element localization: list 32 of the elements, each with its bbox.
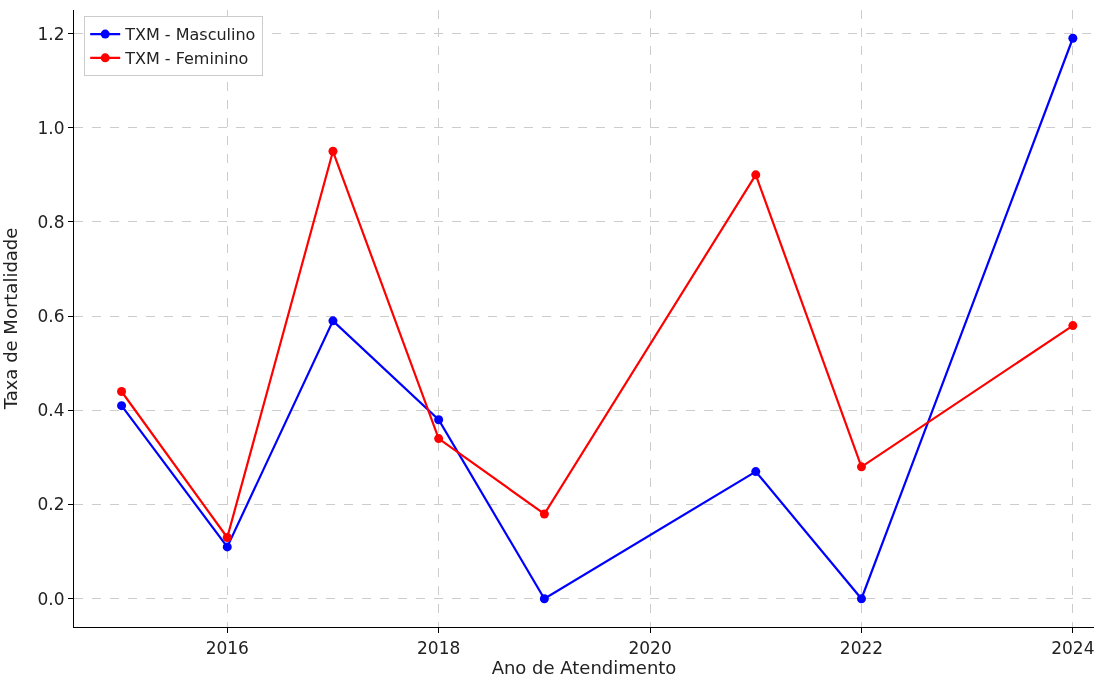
x-tick-label: 2018 [417, 637, 461, 658]
point [751, 170, 761, 180]
x-tick-label: 2022 [839, 637, 884, 658]
x-tick-label: 2024 [1051, 637, 1095, 658]
point [434, 415, 444, 425]
y-tick-label: 0.8 [37, 211, 65, 232]
y-tick-label: 0.0 [37, 588, 65, 609]
point [539, 509, 549, 519]
y-tick-label: 0.2 [37, 494, 65, 515]
x-axis-title: Ano de Atendimento [491, 657, 677, 679]
point [328, 316, 338, 326]
point [117, 401, 127, 411]
point [222, 533, 232, 543]
point [117, 387, 127, 396]
point [539, 594, 549, 604]
y-tick-label: 1.2 [37, 23, 65, 44]
y-axis-title: Taxa de Mortalidade [0, 227, 21, 411]
x-tick-label: 2020 [628, 637, 672, 658]
point [1068, 321, 1078, 331]
point [856, 462, 866, 472]
point [222, 542, 232, 552]
point [856, 594, 866, 604]
legend-label: TXM - Masculino [124, 25, 256, 45]
point [328, 146, 338, 156]
y-tick-label: 1.0 [37, 117, 65, 138]
y-tick-label: 0.4 [37, 400, 65, 421]
legend-label: TXM - Feminino [124, 49, 249, 69]
point [1068, 33, 1078, 43]
y-tick-label: 0.6 [37, 306, 65, 327]
point [751, 467, 761, 477]
point [434, 434, 444, 444]
x-tick-label: 2016 [205, 637, 249, 658]
